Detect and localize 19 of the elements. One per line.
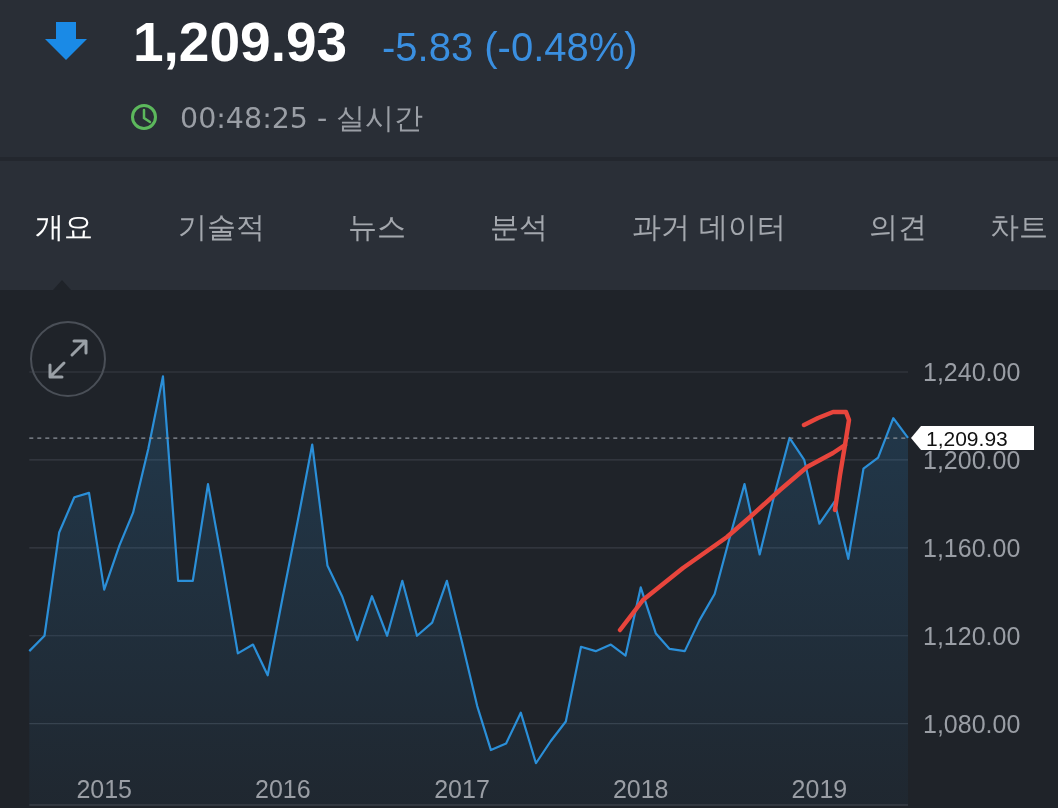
- text: 의견: [869, 210, 927, 244]
- text: 과거 데이터: [632, 210, 787, 244]
- text: 기술적: [178, 210, 265, 244]
- chart-title: 1,209.93: [133, 11, 348, 73]
- x-tick-label: 2017: [434, 775, 490, 803]
- text: 뉴스: [348, 210, 406, 244]
- y-tick-label: 1,080.00: [923, 709, 1021, 738]
- text: 00:48:25 - 실시간: [180, 102, 424, 135]
- text: 차트: [990, 210, 1048, 244]
- x-tick-label: 2015: [76, 775, 133, 803]
- x-tick-label: 2016: [255, 775, 311, 803]
- chart-subtitle: -5.83 (-0.48%): [382, 25, 638, 69]
- y-tick-label: 1,120.00: [923, 621, 1021, 650]
- y-tick-label: 1,160.00: [923, 533, 1021, 562]
- text: 분석: [490, 210, 548, 244]
- text: 개요: [35, 210, 93, 244]
- x-tick-label: 2018: [612, 775, 669, 803]
- y-tick-label: 1,240.00: [923, 358, 1021, 386]
- x-tick-label: 2019: [791, 775, 848, 803]
